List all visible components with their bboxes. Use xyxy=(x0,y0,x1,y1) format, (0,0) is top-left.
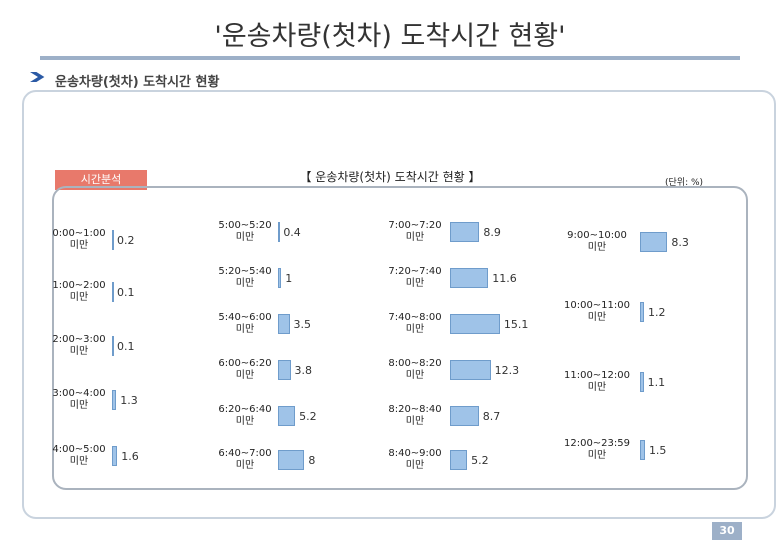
category-label: 6:00~6:20 미만 xyxy=(218,358,272,381)
category-label: 1:00~2:00 미만 xyxy=(52,280,106,303)
category-label: 7:00~7:20 미만 xyxy=(388,220,442,243)
category-label: 8:20~8:40 미만 xyxy=(388,404,442,427)
value-label: 3.5 xyxy=(293,318,312,331)
category-label: 3:00~4:00 미만 xyxy=(52,388,106,411)
category-label: 5:40~6:00 미만 xyxy=(218,312,272,335)
slide-title: '운송차량(첫차) 도착시간 현황' xyxy=(214,21,566,52)
value-label: 1 xyxy=(285,272,293,285)
category-label: 6:20~6:40 미만 xyxy=(218,404,272,427)
bar xyxy=(278,360,291,380)
bar xyxy=(450,268,489,288)
bar xyxy=(640,302,644,322)
category-label: 8:00~8:20 미만 xyxy=(388,358,442,381)
bar xyxy=(112,336,114,356)
bar xyxy=(450,450,468,470)
category-label: 11:00~12:00 미만 xyxy=(563,370,630,393)
bar xyxy=(278,222,280,242)
value-label: 8.3 xyxy=(671,236,689,249)
bullet-icon xyxy=(30,72,45,82)
title-rule xyxy=(40,56,740,60)
bar xyxy=(112,390,117,410)
value-label: 15.1 xyxy=(503,318,529,331)
category-label: 10:00~11:00 미만 xyxy=(563,300,630,323)
bar xyxy=(278,450,305,470)
bar xyxy=(112,282,114,302)
chart-title: 【 운송차량(첫차) 도착시간 현황 】 xyxy=(299,170,481,184)
value-label: 3.8 xyxy=(294,364,313,377)
value-label: 1.6 xyxy=(121,450,139,463)
bar xyxy=(112,446,118,466)
category-label: 5:20~5:40 미만 xyxy=(218,266,272,289)
value-label: 8 xyxy=(308,454,316,467)
category-label: 4:00~5:00 미만 xyxy=(52,444,106,467)
bar xyxy=(640,372,644,392)
value-label: 0.4 xyxy=(283,226,301,239)
value-label: 8.9 xyxy=(483,226,501,239)
value-label: 1.3 xyxy=(120,394,138,407)
bar xyxy=(278,314,290,334)
category-label: 7:40~8:00 미만 xyxy=(388,312,442,335)
section-heading: 운송차량(첫차) 도착시간 현황 xyxy=(55,75,220,90)
bar xyxy=(450,222,480,242)
category-label: 12:00~23:59 미만 xyxy=(563,438,630,461)
value-label: 0.2 xyxy=(117,234,135,247)
bar xyxy=(112,230,114,250)
value-label: 5.2 xyxy=(299,410,317,423)
category-label: 8:40~9:00 미만 xyxy=(388,448,442,471)
bar xyxy=(278,268,282,288)
category-label: 5:00~5:20 미만 xyxy=(218,220,272,243)
category-label: 7:20~7:40 미만 xyxy=(388,266,442,289)
value-label: 12.3 xyxy=(494,364,520,377)
category-label: 6:40~7:00 미만 xyxy=(218,448,272,471)
bar xyxy=(640,232,668,252)
value-label: 1.5 xyxy=(648,444,667,457)
category-label: 2:00~3:00 미만 xyxy=(52,334,106,357)
bar xyxy=(640,440,645,460)
category-label: 0:00~1:00 미만 xyxy=(52,228,106,251)
value-label: 1.2 xyxy=(647,306,666,319)
value-label: 11.6 xyxy=(492,272,517,285)
content-frame xyxy=(22,90,776,519)
bar xyxy=(278,406,296,426)
value-label: 0.1 xyxy=(117,286,135,299)
value-label: 8.7 xyxy=(482,410,501,423)
bar xyxy=(450,360,491,380)
value-label: 0.1 xyxy=(117,340,135,353)
value-label: 1.1 xyxy=(647,376,666,389)
category-label: 9:00~10:00 미만 xyxy=(567,230,627,253)
value-label: 5.2 xyxy=(471,454,489,467)
bar xyxy=(450,406,479,426)
bar xyxy=(450,314,500,334)
chart-box xyxy=(52,186,748,490)
unit-label: (단위: %) xyxy=(665,178,704,188)
page-number: 30 xyxy=(712,522,742,540)
analysis-tag: 시간분석 xyxy=(55,170,147,190)
